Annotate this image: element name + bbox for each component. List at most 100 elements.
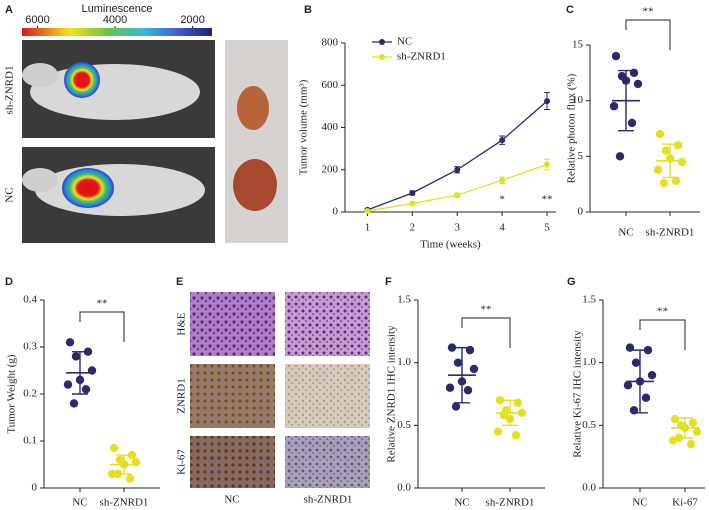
y-tick-label: 0.5 [397,419,411,431]
point [71,352,81,361]
panel-letter: B [304,4,312,16]
ihc-images [190,292,370,488]
point [453,358,463,367]
error-bar [72,351,88,395]
point [659,178,669,188]
y-tick-label: 0 [333,206,339,218]
point [109,443,119,453]
significance: ** [643,6,654,18]
row-label: sh-ZNRD1 [4,66,16,115]
point [688,418,698,428]
x-tick-label: sh-ZNRD1 [486,497,535,509]
axis [602,300,705,489]
point [364,207,371,214]
error-bar [454,346,470,404]
point [409,189,416,196]
point [447,343,457,352]
x-tick-label: Ki-67 [672,497,698,509]
point [451,402,461,411]
y-axis-label: Tumor Weight (g) [6,354,18,434]
point [623,381,633,390]
point [677,157,687,167]
y-axis-label: Relative ZNRD1 IHC intensity [386,325,398,463]
significance-bracket [79,311,125,342]
y-axis-label: Relative photon flux (%) [566,73,578,183]
point [63,380,73,389]
y-tick-label: 1.5 [582,294,596,306]
point [499,137,506,144]
point [633,79,643,89]
y-tick-label: 800 [322,37,339,49]
point [655,129,665,139]
mouse-images [22,40,288,243]
column-label: sh-ZNRD1 [304,494,353,506]
y-tick-label: 0 [32,482,38,494]
row-label: Ki-67 [176,449,188,475]
point [69,399,79,408]
y-tick-label: 600 [322,79,339,91]
point [611,51,621,61]
panel-letter: A [5,4,13,16]
point [499,177,506,184]
significance: ** [481,304,492,316]
significance: ** [657,306,668,318]
colorbar-title: Luminescence [82,3,153,15]
legend-marker [379,54,385,60]
point [511,431,521,440]
point [673,141,683,150]
point [686,439,696,449]
panel-letter: D [5,276,13,288]
significance-bracket [461,317,511,348]
y-tick-label: 0.3 [23,341,37,353]
y-tick-label: 1.0 [397,356,411,368]
point [671,176,681,186]
legend-label: NC [397,36,412,48]
x-tick-label: 1 [365,222,371,234]
y-tick-label: 200 [322,163,339,175]
legend-marker [379,39,385,45]
significance: * [499,194,505,206]
legend-label: sh-ZNRD1 [397,51,446,63]
colorbar [22,28,212,36]
y-axis-label: Tumor volume (mm³) [298,79,310,175]
point [631,358,641,367]
row-label: H&E [176,312,188,336]
x-tick-label: 2 [410,222,416,234]
colorbar-tick-label: 2000 [180,14,204,26]
point [641,393,651,402]
x-tick-label: sh-ZNRD1 [646,227,695,239]
axis [589,45,700,213]
y-tick-label: 5 [578,150,584,162]
x-tick-label: NC [454,497,469,509]
panel-letter: C [566,4,574,16]
axis [43,300,160,489]
point [495,396,505,405]
panel-letter: F [385,276,392,288]
x-tick-label: 5 [544,222,550,234]
significance: ** [97,298,108,310]
error-bar [677,417,693,439]
point [653,165,663,174]
point [65,338,75,347]
point [647,371,657,380]
x-tick-label: NC [632,497,647,509]
point [469,364,479,374]
point [445,383,455,392]
axis [344,43,556,213]
point [107,469,117,479]
point [670,414,680,424]
x-axis-label: Time (weeks) [420,239,481,251]
row-label: NC [4,187,16,202]
point [629,68,639,78]
point [454,166,461,173]
column-label: NC [224,494,239,506]
y-tick-label: 0.4 [23,294,37,306]
y-tick-label: 0.1 [23,435,37,447]
point [409,200,416,207]
y-tick-label: 0.5 [582,419,596,431]
x-tick-label: sh-ZNRD1 [100,497,149,509]
point [661,146,671,155]
significance: ** [542,194,553,206]
x-tick-label: NC [72,497,87,509]
colorbar-tick-label: 6000 [25,14,49,26]
